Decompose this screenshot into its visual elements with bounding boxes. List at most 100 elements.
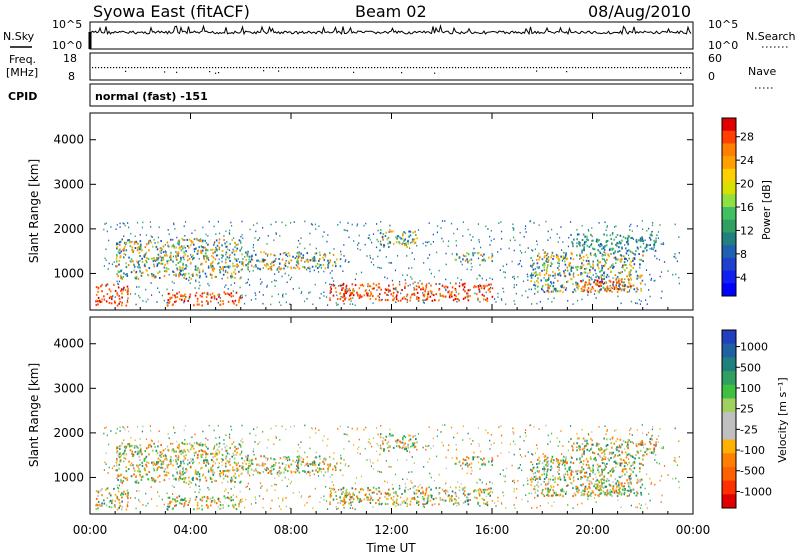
power-cell xyxy=(416,244,418,247)
velocity-cell xyxy=(600,480,603,483)
power-cell xyxy=(265,252,267,255)
power-cell xyxy=(270,253,272,256)
power-cell xyxy=(416,296,418,299)
power-cell xyxy=(345,286,347,289)
velocity-cell xyxy=(616,462,619,465)
velocity-cell xyxy=(332,457,335,460)
colorbar-segment xyxy=(722,283,736,297)
velocity-cell xyxy=(550,465,552,468)
velocity-cell xyxy=(322,467,325,470)
velocity-cell xyxy=(561,490,563,493)
velocity-cell xyxy=(116,469,118,472)
velocity-cell xyxy=(540,483,543,486)
power-cell xyxy=(612,252,615,255)
power-cell xyxy=(640,258,643,261)
power-cell xyxy=(204,239,207,242)
velocity-cell xyxy=(126,478,129,481)
nave-dot xyxy=(602,67,604,69)
velocity-cell xyxy=(188,499,191,502)
velocity-cell xyxy=(297,457,300,460)
power-cell xyxy=(618,240,621,243)
power-cell xyxy=(403,231,406,234)
power-cell xyxy=(142,300,144,302)
power-cell xyxy=(192,272,194,275)
nave-dot xyxy=(491,67,493,69)
velocity-cell xyxy=(487,432,489,434)
velocity-cell xyxy=(176,500,179,503)
power-cell xyxy=(678,252,680,254)
power-cell xyxy=(546,260,548,263)
power-cell xyxy=(553,297,555,300)
power-cell xyxy=(339,292,341,295)
power-cell xyxy=(590,233,592,236)
velocity-cell xyxy=(104,427,106,429)
nave-dot xyxy=(212,67,214,69)
power-cell xyxy=(562,270,565,273)
nave-dot xyxy=(515,67,517,69)
velocity-cell xyxy=(316,471,319,474)
power-cell xyxy=(576,286,578,289)
power-cell xyxy=(478,290,481,293)
velocity-cell xyxy=(653,450,655,453)
velocity-cell xyxy=(628,461,631,464)
power-cell xyxy=(409,230,412,233)
power-cell xyxy=(449,282,452,284)
power-cell xyxy=(309,270,311,273)
velocity-cell xyxy=(163,479,166,482)
velocity-cell xyxy=(581,476,583,479)
power-cell xyxy=(154,260,156,262)
velocity-cell xyxy=(330,491,333,494)
nave-dot xyxy=(566,71,568,73)
velocity-cell xyxy=(547,487,549,490)
velocity-cell xyxy=(213,500,216,503)
velocity-cell xyxy=(300,463,303,466)
power-cell xyxy=(241,262,243,265)
power-cell xyxy=(145,243,148,246)
power-cell xyxy=(588,230,590,232)
velocity-cell xyxy=(333,452,335,454)
nave-dot xyxy=(596,67,598,69)
velocity-cell xyxy=(297,465,299,468)
power-cell xyxy=(157,253,160,256)
power-cell xyxy=(588,279,591,282)
velocity-cell xyxy=(222,506,225,509)
velocity-cell xyxy=(488,491,491,494)
velocity-cell xyxy=(524,429,527,431)
freq-right-tick-top: 60 xyxy=(708,52,722,65)
nave-dot xyxy=(461,67,463,69)
power-cell xyxy=(157,287,159,289)
power-cell xyxy=(189,293,192,296)
power-cell xyxy=(637,288,639,291)
velocity-cell xyxy=(576,432,578,435)
velocity-cell xyxy=(133,446,136,449)
power-cell xyxy=(473,284,476,287)
colorbar-segment xyxy=(722,130,736,144)
power-cell xyxy=(224,258,227,261)
power-cell xyxy=(583,241,586,244)
power-cell xyxy=(114,296,116,298)
power-cell xyxy=(584,286,586,289)
velocity-cell xyxy=(139,449,142,452)
power-cell xyxy=(272,261,275,264)
power-cell xyxy=(236,247,239,250)
velocity-cell xyxy=(562,459,565,462)
velocity-cell xyxy=(247,466,250,469)
velocity-cell xyxy=(456,502,458,505)
power-cell xyxy=(524,251,526,253)
velocity-cell xyxy=(230,499,233,502)
power-cell xyxy=(150,226,152,228)
power-cell xyxy=(600,288,602,291)
power-cell xyxy=(586,275,589,278)
power-cell xyxy=(124,273,127,276)
power-cell xyxy=(541,269,543,272)
velocity-cell xyxy=(224,490,226,492)
velocity-cell xyxy=(392,502,394,505)
velocity-cell xyxy=(333,488,336,491)
velocity-cell xyxy=(335,506,337,508)
velocity-cell xyxy=(639,478,642,481)
power-cell xyxy=(621,266,623,268)
nave-dot xyxy=(125,67,127,69)
velocity-cell xyxy=(198,443,200,446)
velocity-cell xyxy=(163,503,165,506)
velocity-cell xyxy=(603,491,606,494)
